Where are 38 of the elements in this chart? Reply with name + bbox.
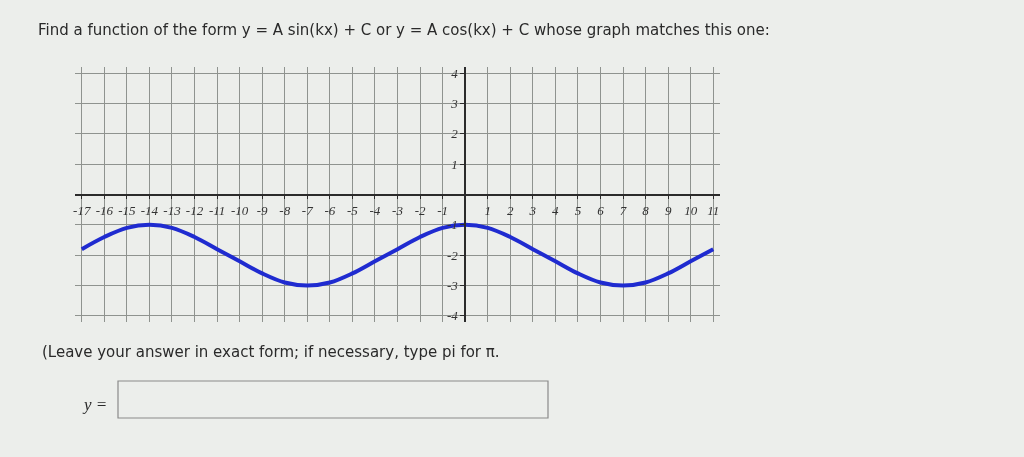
x-tick-label: -2	[414, 202, 426, 218]
x-tick-label: -6	[324, 202, 336, 218]
line-series	[79, 222, 716, 288]
chart-title: Find a function of the form y = A sin(kx) + C or y = A cos(kx) + C whose graph matches this one:	[38, 21, 770, 40]
x-tick-label: -12	[185, 202, 204, 218]
y-tick-label: 3	[450, 95, 459, 111]
x-tick-label: 6	[597, 202, 605, 218]
x-tick-label: -17	[73, 202, 91, 218]
x-tick-label: 2	[507, 202, 515, 218]
x-tick-label: -7	[301, 202, 314, 218]
x-tick-label: 5	[574, 202, 582, 218]
x-tick-label: -15	[118, 202, 137, 218]
x-tick-label: -11	[208, 202, 226, 218]
text: y =	[82, 395, 108, 414]
x-tick-label: -4	[369, 202, 381, 218]
x-tick-label: -14	[140, 202, 159, 218]
x-tick-label: 9	[664, 202, 672, 218]
x-tick-label: 11	[707, 202, 720, 218]
x-tick-label: 3	[528, 202, 537, 218]
x-tick-label: -13	[163, 202, 182, 218]
y-tick-label: -3	[446, 278, 459, 294]
x-tick-label: -3	[392, 202, 404, 218]
x-tick-label: -16	[95, 202, 114, 218]
x-tick-label: -5	[346, 202, 359, 218]
x-tick-label: -10	[230, 202, 249, 218]
text: (Leave your answer in exact form; if necessary, type pi for π.	[42, 343, 500, 361]
y-tick-label: -2	[446, 247, 459, 263]
x-tick-label: -9	[256, 202, 269, 218]
y-tick-label: -4	[446, 308, 459, 324]
x-tick-label: 10	[684, 202, 698, 218]
x-tick-label: -8	[279, 202, 291, 218]
y-tick-label: 4	[451, 65, 459, 81]
x-tick-label: 1	[484, 202, 491, 218]
y-tick-label: 2	[451, 126, 459, 142]
x-tick-label: 7	[619, 202, 627, 218]
x-tick-label: 8	[642, 202, 650, 218]
x-tick-label: 4	[552, 202, 560, 218]
y-tick-label: 1	[451, 156, 458, 172]
